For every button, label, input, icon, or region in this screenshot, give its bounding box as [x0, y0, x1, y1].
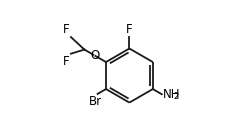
Text: 2: 2 [173, 92, 178, 101]
Text: Br: Br [89, 95, 102, 108]
Text: NH: NH [163, 88, 180, 102]
Text: F: F [63, 55, 70, 68]
Text: F: F [126, 23, 133, 36]
Text: O: O [90, 49, 99, 62]
Text: F: F [63, 23, 70, 36]
